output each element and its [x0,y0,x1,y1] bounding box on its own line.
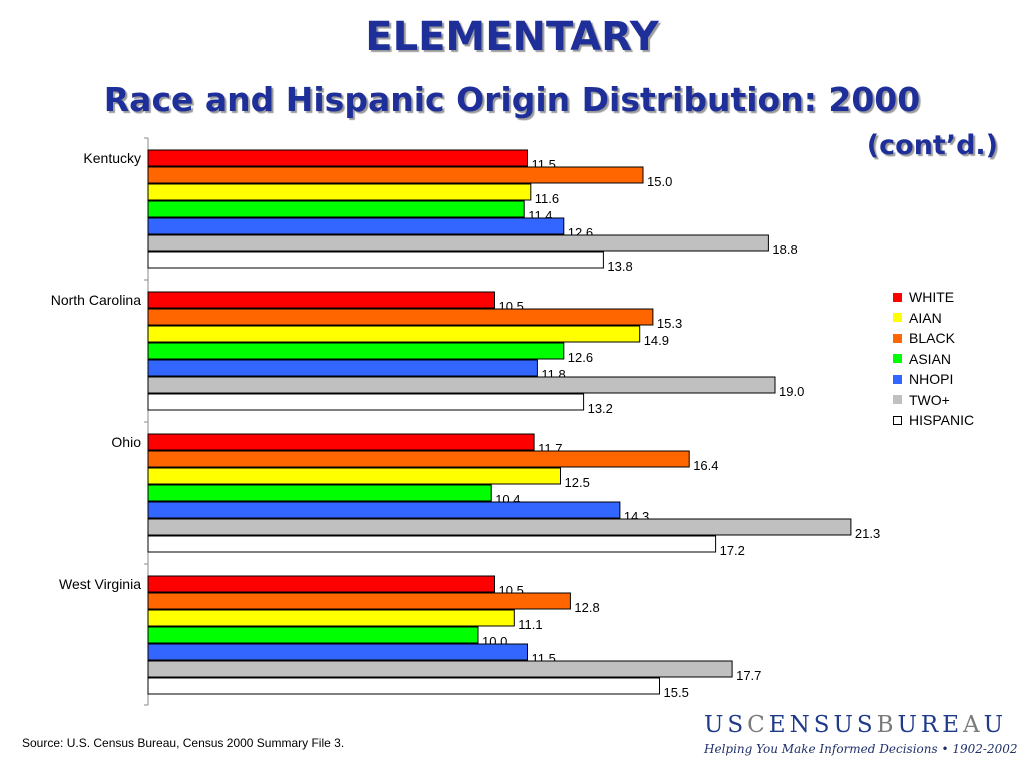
legend-swatch [893,313,902,323]
continuation-label: (cont’d.) [866,130,998,161]
bar [147,535,717,553]
bar [147,149,528,167]
bar [147,484,492,502]
chart-subtitle: Race and Hispanic Origin Distribution: 2… [103,80,921,119]
data-label: 16.4 [693,458,718,473]
category-label: Kentucky [83,150,141,166]
logo-letter: S [727,712,748,738]
legend-item: ASIAN [893,349,974,370]
data-label: 13.8 [607,259,632,274]
legend-item: BLACK [893,328,974,349]
data-label: 12.5 [565,475,590,490]
legend-swatch [893,374,902,384]
legend-label: BLACK [909,330,955,347]
logo-letter: C [747,712,769,738]
data-label: 13.2 [588,401,613,416]
data-label: 21.3 [855,526,880,541]
legend-swatch [893,354,902,364]
logo-wordmark: USCENSUSBUREAU [704,712,1004,738]
bar [147,609,515,627]
category-label: West Virginia [59,576,141,592]
logo-letter: U [833,712,857,738]
bar [147,183,532,201]
category-label: North Carolina [51,292,141,308]
logo-letter: U [704,712,728,738]
logo-letter: U [897,712,921,738]
legend-swatch [893,415,902,425]
bar [147,626,479,644]
bar [147,643,528,661]
bar [147,575,495,593]
bar [147,200,525,218]
logo-letter: B [876,712,898,738]
data-label: 17.2 [720,543,745,558]
bar [147,467,561,485]
logo-letter: R [920,712,943,738]
legend-label: ASIAN [909,350,952,367]
logo-letter: S [856,712,877,738]
bar [147,592,571,610]
data-label: 15.5 [664,685,689,700]
data-label: 11.6 [535,191,559,206]
bar [147,393,585,411]
bar [147,677,660,695]
data-label: 19.0 [779,384,804,399]
source-note: Source: U.S. Census Bureau, Census 2000 … [22,736,345,750]
bar [147,308,654,326]
bar [147,660,733,678]
bar [147,234,769,252]
logo-letter: E [942,712,964,738]
bar [147,166,644,184]
bar [147,518,852,536]
legend-item: WHITE [893,287,974,308]
data-label: 11.1 [518,617,542,632]
legend-label: AIAN [909,309,942,326]
bar [147,359,538,377]
category-label: Ohio [111,434,141,450]
logo-letter: E [768,712,790,738]
logo-letter: N [789,712,814,738]
logo-letter: U [983,712,1008,738]
legend-item: TWO+ [893,390,974,411]
legend-label: WHITE [909,289,955,306]
data-label: 15.3 [657,316,682,331]
data-label: 18.8 [772,242,797,257]
legend-label: NHOPI [909,371,954,388]
data-label: 14.9 [644,333,669,348]
legend-item: NHOPI [893,369,974,390]
bar [147,342,565,360]
bar [147,501,621,519]
legend-label: HISPANIC [909,412,975,429]
bar [147,217,565,235]
legend-swatch [893,395,902,405]
legend-item: HISPANIC [893,410,974,431]
data-label: 12.6 [568,350,593,365]
page-title: ELEMENTARY [365,14,659,60]
legend-item: AIAN [893,308,974,329]
bar [147,291,495,309]
data-label: 12.8 [574,600,599,615]
legend: WHITE AIAN BLACK ASIAN NHOPI TWO+ HISPAN… [893,287,974,431]
legend-swatch [893,333,902,343]
bar [147,376,776,394]
logo-letter: A [963,712,984,738]
legend-swatch [893,292,902,302]
data-label: 15.0 [647,174,672,189]
data-label: 17.7 [736,668,761,683]
logo-letter: S [813,712,834,738]
bar [147,433,535,451]
bar [147,251,604,269]
logo-tagline: Helping You Make Informed Decisions • 19… [704,742,1018,756]
bar [147,450,690,468]
legend-label: TWO+ [909,391,950,408]
bar [147,325,641,343]
census-bureau-logo: USCENSUSBUREAU Helping You Make Informed… [704,712,1018,756]
